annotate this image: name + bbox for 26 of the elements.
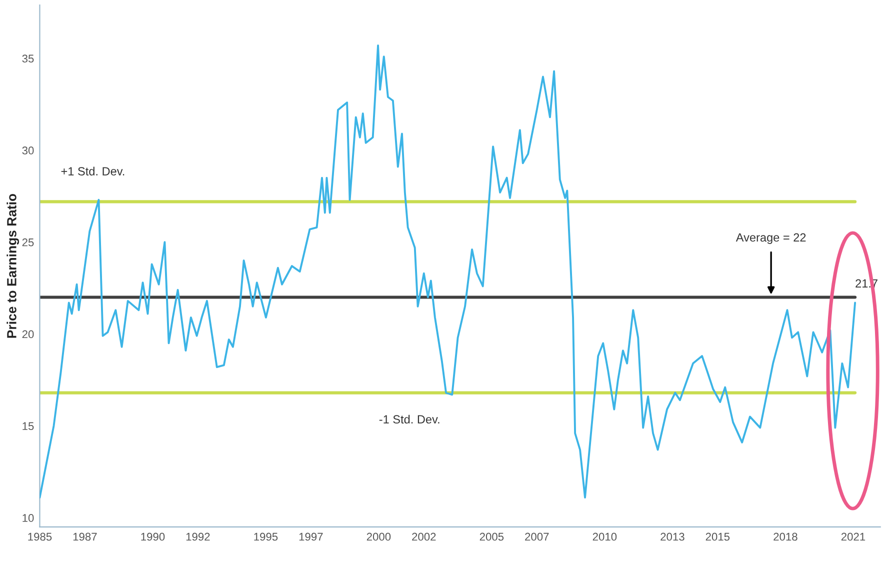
x-tick-label: 1997 [299,532,323,541]
y-tick-label: 15 [22,422,34,430]
x-tick-label: 2021 [841,532,866,541]
x-tick-label: 2002 [412,532,436,541]
x-tick-label: 2015 [706,532,730,541]
x-tick-label: 2010 [592,532,617,541]
x-tick-label: 2005 [480,532,504,541]
x-tick-label: 1987 [73,532,97,541]
x-tick-label: 1995 [254,532,278,541]
ref-line-label: Average = 22 [736,233,806,244]
line-series [40,44,856,499]
y-axis-title: Price to Earnings Ratio [6,194,20,338]
ref-line-label: -1 Std. Dev. [379,414,440,424]
x-tick-label: 1990 [141,532,165,541]
x-tick-label: 2007 [525,532,549,541]
ref-line-label: +1 Std. Dev. [61,166,124,176]
y-tick-label: 35 [22,54,34,63]
x-tick-label: 2018 [774,532,798,541]
x-tick-label: 2000 [366,532,391,541]
x-tick-label: 2013 [660,532,684,541]
y-tick-label: 25 [22,238,34,246]
x-tick-label: 1992 [186,532,210,541]
y-tick-label: 10 [22,514,34,522]
y-tick-label: 20 [22,330,34,338]
y-tick-label: 30 [22,146,34,154]
x-tick-label: 1985 [28,532,52,541]
